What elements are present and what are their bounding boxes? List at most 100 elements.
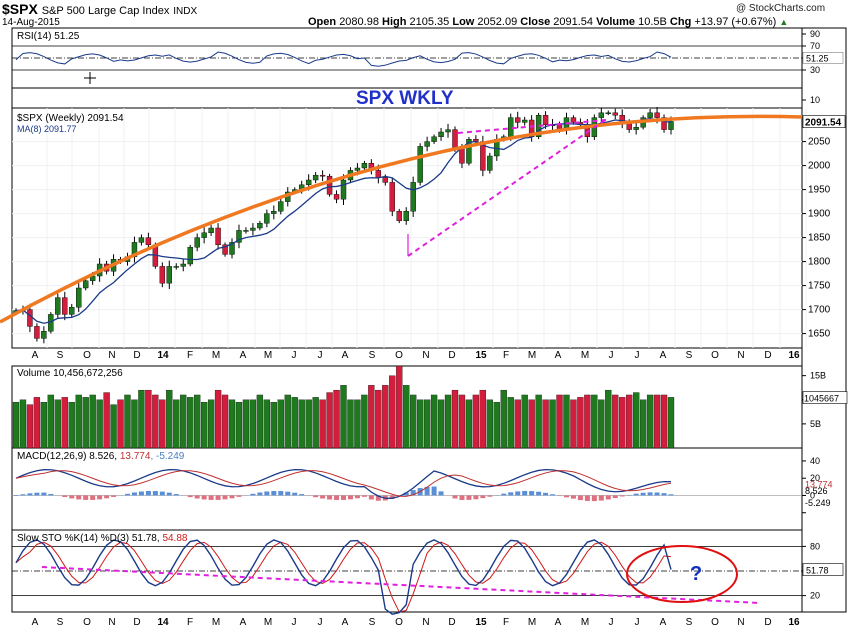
x-tick-label-bottom: S: [369, 617, 376, 628]
high-value: 2105.35: [409, 16, 450, 28]
highlight-circle: [626, 545, 738, 603]
macd-hist-bar: [543, 492, 549, 496]
macd-hist-bar: [410, 490, 416, 496]
sto-d-line: [15, 541, 672, 613]
rsi-tick-label: 10: [810, 95, 820, 105]
candle-body: [633, 126, 639, 130]
candle-body: [542, 114, 549, 125]
candle-body: [312, 174, 319, 181]
macd-hist-bar: [285, 491, 291, 496]
x-tick-label-bottom: 14: [157, 617, 169, 628]
macd-hist-bar: [375, 495, 381, 501]
x-tick-label-top: N: [108, 350, 115, 361]
candle-body: [264, 213, 270, 224]
volume-bar: [486, 399, 493, 449]
price-tick-label: 1650: [808, 329, 831, 340]
x-tick-label-top: M: [528, 350, 536, 361]
candle-body: [159, 266, 166, 284]
volume-bar: [556, 394, 563, 449]
macd-hist-bar: [661, 493, 667, 496]
volume-bar: [75, 394, 82, 449]
volume-bar: [26, 404, 34, 449]
macd-hist-bar: [522, 490, 528, 496]
macd-hist-bar: [104, 495, 110, 499]
candle-body: [34, 326, 40, 339]
price-tick-label: 2050: [808, 137, 831, 148]
trend-arc: [0, 114, 803, 324]
price-tick-label: 2000: [808, 161, 831, 172]
candle-body: [487, 155, 493, 171]
macd-hist-bar: [640, 492, 646, 496]
candle-body: [222, 244, 228, 255]
macd-hist-bar: [97, 495, 103, 500]
candle-body: [668, 121, 674, 130]
candle-body: [166, 266, 172, 284]
volume-bar: [82, 397, 89, 449]
macd-hist-bar: [83, 495, 89, 500]
macd-hist-bar: [431, 486, 437, 496]
macd-hist-bar: [403, 492, 409, 496]
volume-bar: [535, 394, 542, 449]
volume-bar: [166, 389, 173, 449]
volume-bar: [444, 394, 452, 449]
volume-bar: [375, 389, 382, 449]
volume-bar: [214, 389, 222, 449]
x-tick-label-top: O: [711, 350, 719, 361]
candle-body: [326, 175, 333, 195]
volume-bar: [242, 399, 250, 449]
sto-d-value: 54.88: [162, 533, 187, 544]
volume-bar: [61, 397, 68, 449]
macd-hist-bar: [131, 492, 137, 496]
open-label: Open: [308, 16, 337, 28]
volume-bar: [410, 394, 417, 449]
x-tick-label-bottom: M: [528, 617, 536, 628]
x-tick-label-bottom: 16: [788, 617, 800, 628]
volume-bar: [256, 394, 264, 449]
low-value: 2052.09: [477, 16, 518, 28]
x-tick-label-bottom: A: [342, 617, 349, 628]
macd-hist-bar: [13, 495, 19, 496]
macd-hist-bar: [166, 492, 172, 496]
rsi-tick-label: 90: [810, 29, 820, 39]
volume-bar: [507, 397, 514, 449]
macd-hist-bar: [90, 495, 96, 500]
macd-hist-bar: [173, 494, 179, 496]
candle-body: [257, 222, 263, 229]
macd-hist-bar: [473, 495, 479, 500]
macd-hist-bar: [159, 491, 165, 496]
volume-bar: [270, 402, 277, 449]
volume-bar: [458, 394, 466, 449]
volume-bar: [145, 389, 152, 449]
x-tick-label-bottom: D: [133, 617, 140, 628]
x-tick-label-top: 16: [788, 350, 800, 361]
volume-bar: [423, 399, 431, 449]
volume-bar: [319, 399, 326, 449]
x-tick-label-top: A: [32, 350, 39, 361]
macd-hist-bar: [487, 495, 493, 497]
volume-bars: [12, 365, 675, 449]
candle-body: [215, 227, 221, 245]
volume-bar: [396, 365, 403, 449]
volume-bar: [340, 385, 347, 449]
candle-body: [271, 210, 277, 214]
macd-hist-bar: [320, 495, 326, 499]
candle-body: [361, 162, 368, 169]
candle-body: [55, 297, 61, 315]
macd-hist-bar: [334, 495, 340, 500]
candle-body: [243, 230, 249, 232]
x-tick-label-bottom: N: [108, 617, 115, 628]
wedge-lower-line: [407, 117, 609, 257]
volume-panel-label: Volume 10,456,672,256: [17, 368, 123, 379]
watermark: @ StockCharts.com: [736, 3, 826, 14]
volume-bar: [12, 402, 20, 449]
volume-bar: [521, 394, 528, 449]
last-price-label: 2091.54: [805, 118, 842, 129]
candle-body: [305, 179, 312, 185]
x-tick-label-bottom: 15: [475, 617, 487, 628]
volume-bar: [47, 394, 54, 449]
candle-body: [250, 227, 256, 231]
x-tick-label-bottom: M: [212, 617, 220, 628]
candle-body: [452, 129, 458, 150]
macd-hist-bar: [361, 495, 367, 497]
macd-hist-bar: [187, 495, 193, 498]
